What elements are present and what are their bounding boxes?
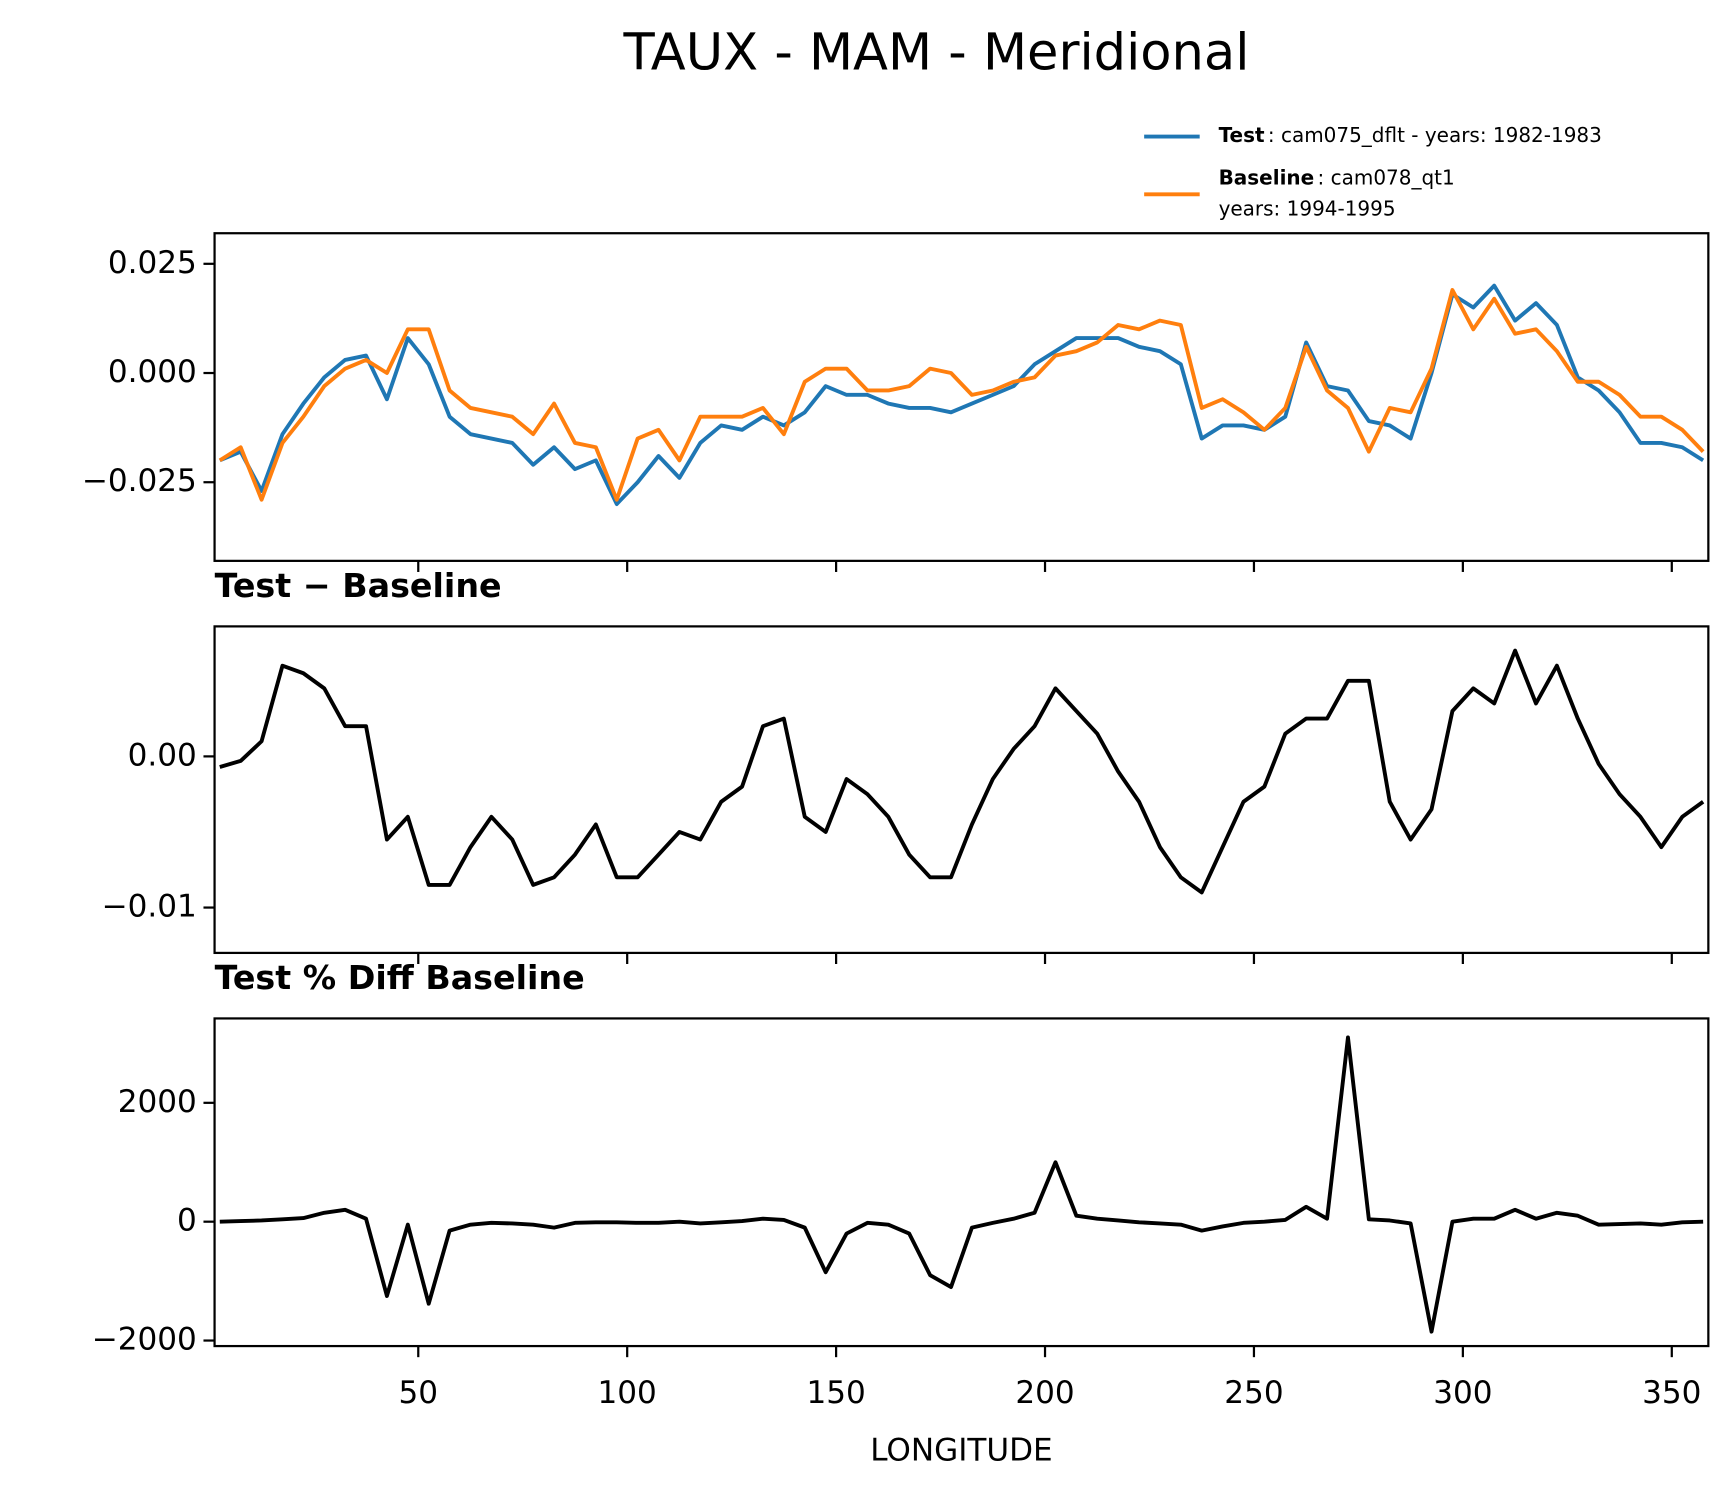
y-tick-label: 0.000	[108, 354, 197, 390]
y-tick-label: −0.025	[82, 463, 197, 499]
x-tick-label: 200	[1015, 1375, 1074, 1411]
axes-frame	[213, 232, 1710, 562]
x-tick-label: 300	[1433, 1375, 1492, 1411]
legend-description: : cam075_dflt - years: 1982-1983	[1268, 123, 1602, 147]
x-tick-label: 250	[1224, 1375, 1283, 1411]
y-tick-label: 0.025	[108, 245, 197, 281]
x-axis-label: LONGITUDE	[870, 1433, 1052, 1469]
axes-frame	[213, 1017, 1710, 1348]
legend-name: Baseline	[1219, 165, 1315, 189]
data-line	[219, 648, 1705, 895]
x-tick-label: 100	[598, 1375, 657, 1411]
x-tick-label: 50	[398, 1375, 438, 1411]
legend-name: Test	[1219, 123, 1265, 147]
y-tick-label: 0	[177, 1203, 197, 1239]
figure-title: TAUX - MAM - Meridional	[623, 24, 1250, 83]
y-tick-label: 2000	[118, 1084, 197, 1120]
panel-title: Test − Baseline	[215, 566, 502, 605]
x-tick-label: 350	[1642, 1375, 1701, 1411]
x-tick-label: 150	[806, 1375, 865, 1411]
legend-description: : cam078_qt1	[1318, 165, 1455, 189]
legend-description: years: 1994-1995	[1219, 196, 1396, 220]
panel-title: Test % Diff Baseline	[215, 958, 585, 997]
data-line	[219, 1035, 1704, 1334]
y-tick-label: −2000	[92, 1322, 197, 1358]
axes-frame	[213, 625, 1710, 955]
y-tick-label: 0.00	[128, 737, 197, 773]
data-line	[218, 288, 1705, 502]
y-tick-label: −0.01	[102, 889, 197, 925]
